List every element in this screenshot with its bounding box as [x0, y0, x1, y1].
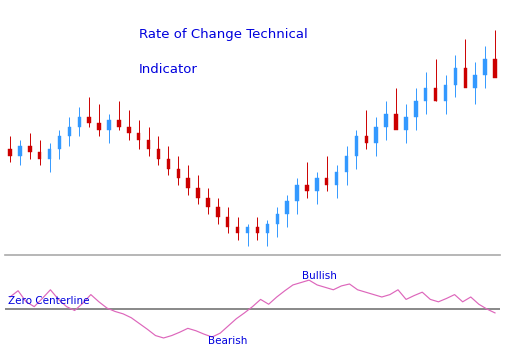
- Bar: [167, 159, 170, 169]
- Bar: [186, 178, 190, 188]
- Bar: [493, 59, 497, 78]
- Bar: [236, 227, 239, 233]
- Bar: [276, 214, 279, 224]
- Bar: [206, 198, 210, 208]
- Bar: [404, 117, 408, 130]
- Bar: [107, 120, 111, 130]
- Bar: [355, 136, 358, 156]
- Bar: [157, 149, 160, 159]
- Bar: [315, 178, 319, 191]
- Text: Bullish: Bullish: [302, 271, 337, 281]
- Bar: [38, 152, 41, 159]
- Bar: [58, 136, 61, 149]
- Text: Bearish: Bearish: [208, 336, 247, 346]
- Bar: [434, 88, 437, 101]
- Bar: [474, 75, 477, 88]
- Bar: [256, 227, 259, 233]
- Bar: [375, 127, 378, 143]
- Bar: [285, 201, 289, 214]
- Text: Indicator: Indicator: [139, 63, 197, 77]
- Bar: [345, 156, 348, 172]
- Bar: [295, 185, 299, 201]
- Bar: [384, 114, 388, 127]
- Bar: [87, 117, 91, 124]
- Bar: [424, 88, 427, 101]
- Text: Rate of Change Technical: Rate of Change Technical: [139, 28, 308, 42]
- Bar: [48, 149, 52, 159]
- Bar: [177, 169, 180, 178]
- Bar: [216, 208, 220, 217]
- Bar: [464, 68, 467, 88]
- Bar: [147, 140, 150, 149]
- Bar: [325, 178, 328, 185]
- Bar: [28, 146, 31, 152]
- Bar: [117, 120, 121, 127]
- Bar: [97, 124, 101, 130]
- Bar: [453, 68, 457, 84]
- Bar: [78, 117, 81, 127]
- Bar: [18, 146, 22, 156]
- Bar: [196, 188, 200, 198]
- Bar: [414, 101, 418, 117]
- Bar: [444, 84, 447, 101]
- Bar: [483, 59, 487, 75]
- Bar: [8, 149, 12, 156]
- Text: Zero Centerline: Zero Centerline: [8, 296, 89, 306]
- Bar: [394, 114, 398, 130]
- Bar: [246, 227, 249, 233]
- Bar: [137, 133, 140, 140]
- Bar: [335, 172, 338, 185]
- Bar: [266, 224, 269, 233]
- Bar: [127, 127, 130, 133]
- Bar: [68, 127, 71, 136]
- Bar: [365, 136, 368, 143]
- Bar: [305, 185, 309, 191]
- Bar: [226, 217, 229, 227]
